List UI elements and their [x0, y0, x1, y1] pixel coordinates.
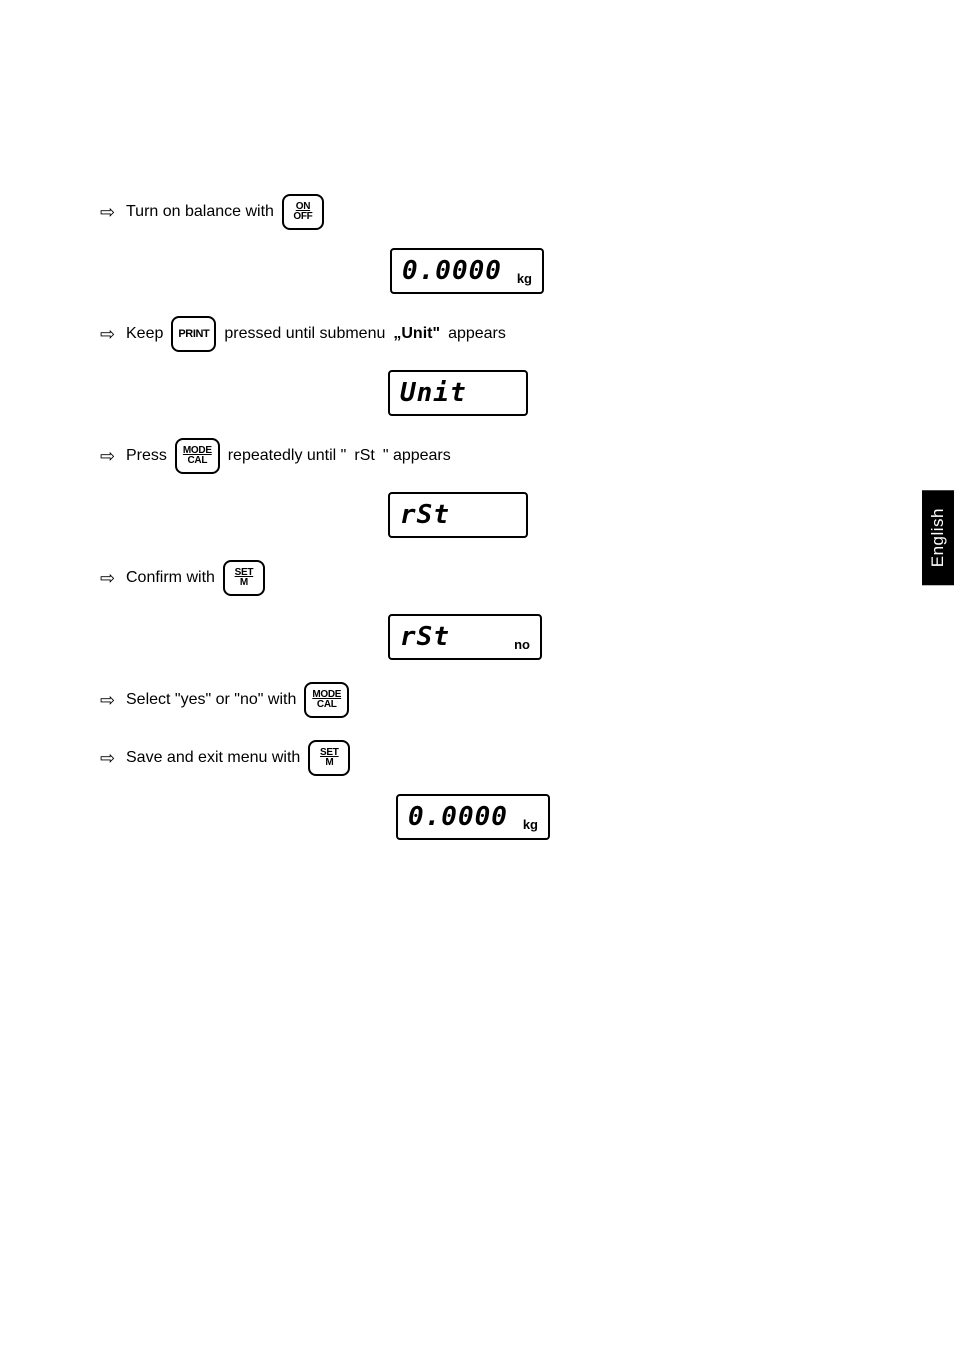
mode-cal-button: MODE CAL	[175, 438, 220, 474]
arrow-icon: ⇨	[100, 690, 118, 711]
step-6: ⇨ Save and exit menu with SET M	[100, 736, 860, 780]
submenu-unit-label: „Unit"	[393, 325, 440, 343]
arrow-icon: ⇨	[100, 568, 118, 589]
step-text: Turn on balance with	[126, 203, 274, 221]
step-5: ⇨ Select "yes" or "no" with MODE CAL	[100, 678, 860, 722]
m-label: M	[240, 578, 248, 588]
step-text: Press	[126, 447, 167, 465]
display-rst-no: rSt no	[100, 614, 860, 660]
display-value: Unit	[400, 378, 467, 408]
step-4: ⇨ Confirm with SET M	[100, 556, 860, 600]
display-rst: rSt	[100, 492, 860, 538]
step-3: ⇨ Press MODE CAL repeatedly until " rSt …	[100, 434, 860, 478]
rst-inline: rSt	[354, 447, 374, 465]
display-unit: kg	[517, 271, 532, 286]
display-unit: Unit	[100, 370, 860, 416]
on-off-button: ON OFF	[282, 194, 324, 230]
step-text: Save and exit menu with	[126, 749, 300, 767]
arrow-icon: ⇨	[100, 446, 118, 467]
set-m-button: SET M	[308, 740, 350, 776]
print-label: PRINT	[178, 329, 209, 340]
display-value: 0.0000	[402, 256, 502, 286]
step-text: Select "yes" or "no" with	[126, 691, 296, 709]
display-value: rSt	[400, 622, 450, 652]
display-no: no	[514, 637, 530, 652]
print-button: PRINT	[171, 316, 216, 352]
arrow-icon: ⇨	[100, 202, 118, 223]
display-value: 0.0000	[408, 802, 508, 832]
step-text: Confirm with	[126, 569, 215, 587]
language-tab: English	[922, 490, 954, 585]
cal-label: CAL	[317, 700, 337, 710]
set-m-button: SET M	[223, 560, 265, 596]
step-text: pressed until submenu	[224, 325, 385, 343]
step-text: " appears	[383, 447, 451, 465]
display-zero-1: 0.0000 kg	[100, 248, 860, 294]
arrow-icon: ⇨	[100, 324, 118, 345]
instruction-steps: ⇨ Turn on balance with ON OFF 0.0000 kg …	[100, 190, 860, 858]
cal-label: CAL	[187, 456, 207, 466]
step-text: repeatedly until "	[228, 447, 347, 465]
step-text: appears	[448, 325, 506, 343]
display-value: rSt	[400, 500, 450, 530]
step-1: ⇨ Turn on balance with ON OFF	[100, 190, 860, 234]
step-text: Keep	[126, 325, 163, 343]
display-zero-2: 0.0000 kg	[100, 794, 860, 840]
arrow-icon: ⇨	[100, 748, 118, 769]
mode-cal-button: MODE CAL	[304, 682, 349, 718]
off-label: OFF	[293, 212, 312, 222]
step-2: ⇨ Keep PRINT pressed until submenu „Unit…	[100, 312, 860, 356]
m-label: M	[325, 758, 333, 768]
display-unit: kg	[523, 817, 538, 832]
